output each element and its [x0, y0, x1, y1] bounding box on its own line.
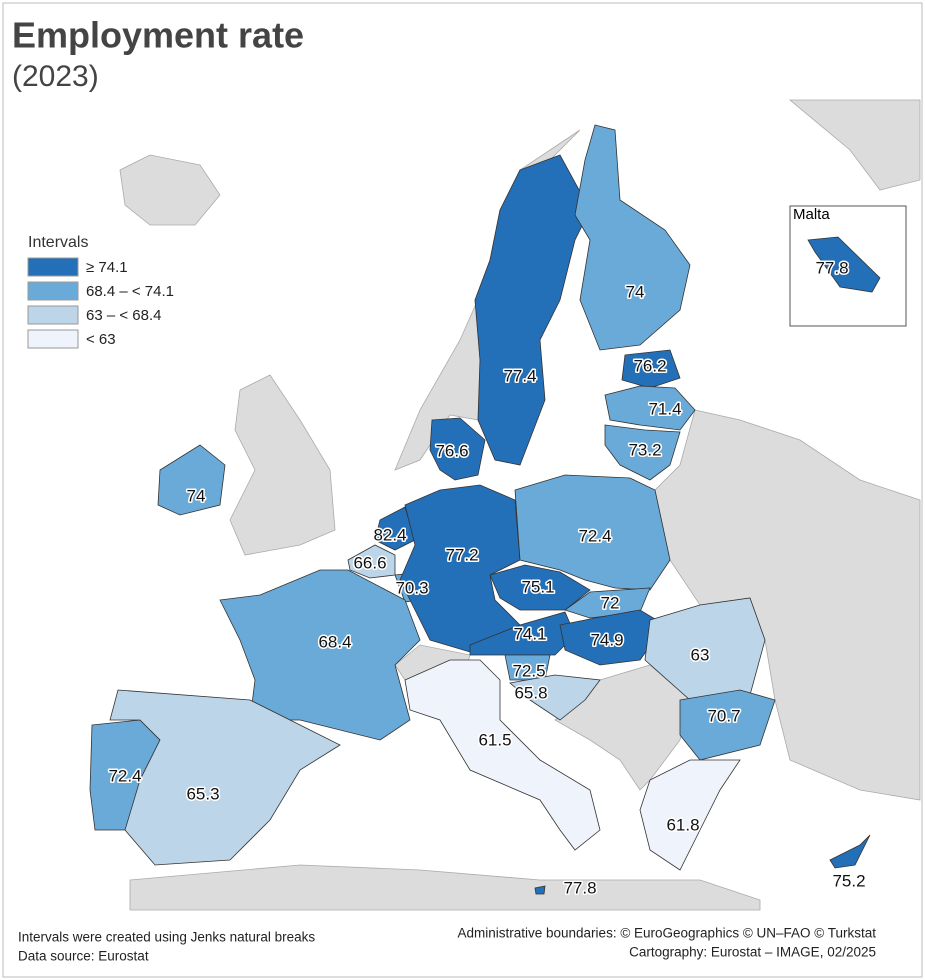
region-value: 77.8: [563, 878, 596, 897]
region: [404, 659, 601, 851]
region-value: 65.3: [186, 784, 219, 803]
region: [621, 349, 681, 389]
region: [564, 587, 651, 619]
region-value: 65.8: [514, 683, 547, 702]
region: [534, 885, 546, 895]
region-value: 68.4: [318, 632, 351, 651]
region-value: 74: [626, 282, 645, 301]
legend-label: 63 – < 68.4: [86, 307, 161, 324]
region-value: 76.2: [633, 356, 666, 375]
region-value: 61.8: [666, 815, 699, 834]
region: [489, 564, 591, 611]
region-value: 70.3: [395, 578, 428, 597]
region-value: 61.5: [478, 730, 511, 749]
iceland: [119, 154, 221, 226]
region-value: 63: [691, 645, 710, 664]
region-value: 72.4: [108, 766, 141, 785]
region-value: 71.4: [648, 399, 681, 418]
legend-swatch: [27, 257, 79, 277]
legend-swatch: [27, 305, 79, 325]
region: [514, 474, 671, 591]
region-value: 77.2: [445, 545, 478, 564]
legend-label: < 63: [86, 331, 116, 348]
region-value: 75.2: [832, 871, 865, 890]
legend-label: ≥ 74.1: [86, 259, 128, 276]
region: [509, 674, 601, 721]
legend-label: 68.4 – < 74.1: [86, 283, 174, 300]
region-value: 73.2: [628, 440, 661, 459]
region: [604, 385, 696, 431]
region-value: 76.6: [435, 441, 468, 460]
region-value: 74.1: [513, 624, 546, 643]
region-value: 75.1: [521, 577, 554, 596]
region-value: 70.7: [707, 706, 740, 725]
region-value: 72.4: [578, 526, 611, 545]
africa: [129, 864, 761, 911]
region: [157, 444, 226, 516]
region-value: 82.4: [373, 525, 406, 544]
inset-region: [807, 236, 881, 293]
region-value: 74.9: [590, 630, 623, 649]
britain: [229, 374, 336, 556]
region: [829, 834, 871, 869]
region-value: 77.4: [503, 366, 536, 385]
russia-north: [788, 99, 921, 191]
region-value: 72.5: [512, 661, 545, 680]
legend-swatch: [27, 281, 79, 301]
inset-value: 77.8: [815, 258, 848, 277]
region-value: 66.6: [353, 553, 386, 572]
region: [574, 124, 691, 351]
legend: ≥ 74.1 68.4 – < 74.1 63 – < 68.4 < 63: [27, 257, 174, 349]
title: Employment rate: [12, 15, 304, 56]
region: [109, 689, 341, 866]
region-value: 72: [601, 593, 620, 612]
subtitle: (2023): [12, 60, 99, 93]
region: [429, 417, 486, 481]
region: [604, 424, 681, 481]
background-land: [119, 99, 921, 911]
credit: Administrative boundaries: © EuroGeograp…: [457, 926, 876, 941]
region: [399, 484, 521, 653]
legend-title: Intervals: [28, 234, 88, 251]
region: [639, 759, 741, 871]
region: [374, 506, 416, 551]
credit: Cartography: Eurostat – IMAGE, 02/2025: [629, 945, 876, 960]
region-value: 74: [187, 486, 206, 505]
inset-title: Malta: [793, 206, 830, 223]
region: [219, 569, 421, 741]
region: [644, 597, 766, 701]
note: Intervals were created using Jenks natur…: [18, 930, 315, 945]
legend-swatch: [27, 329, 79, 349]
note: Data source: Eurostat: [18, 949, 149, 964]
region: [679, 689, 776, 761]
regions: [89, 124, 871, 895]
